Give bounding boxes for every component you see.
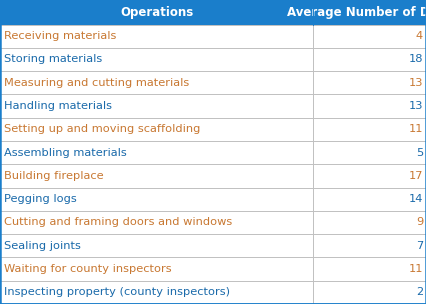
Text: 9: 9 — [416, 217, 423, 227]
Text: Inspecting property (county inspectors): Inspecting property (county inspectors) — [4, 287, 230, 297]
Text: 2: 2 — [416, 287, 423, 297]
Text: Handling materials: Handling materials — [4, 101, 112, 111]
Text: 11: 11 — [409, 264, 423, 274]
Text: Pegging logs: Pegging logs — [4, 194, 77, 204]
Text: Sealing joints: Sealing joints — [4, 241, 81, 251]
Text: Receiving materials: Receiving materials — [4, 31, 117, 41]
Text: Building fireplace: Building fireplace — [4, 171, 104, 181]
Text: Operations: Operations — [120, 6, 193, 19]
Text: 18: 18 — [409, 54, 423, 64]
Text: 7: 7 — [416, 241, 423, 251]
Text: 4: 4 — [416, 31, 423, 41]
Text: 13: 13 — [409, 78, 423, 88]
Text: Cutting and framing doors and windows: Cutting and framing doors and windows — [4, 217, 233, 227]
Text: Waiting for county inspectors: Waiting for county inspectors — [4, 264, 172, 274]
Text: Setting up and moving scaffolding: Setting up and moving scaffolding — [4, 124, 201, 134]
Text: 5: 5 — [416, 148, 423, 158]
Text: Average Number of Days: Average Number of Days — [287, 6, 426, 19]
Bar — [0, 0, 426, 25]
Text: Measuring and cutting materials: Measuring and cutting materials — [4, 78, 190, 88]
Text: Assembling materials: Assembling materials — [4, 148, 127, 158]
Text: 14: 14 — [409, 194, 423, 204]
Text: 17: 17 — [409, 171, 423, 181]
Text: Storing materials: Storing materials — [4, 54, 103, 64]
Text: 11: 11 — [409, 124, 423, 134]
Text: 13: 13 — [409, 101, 423, 111]
